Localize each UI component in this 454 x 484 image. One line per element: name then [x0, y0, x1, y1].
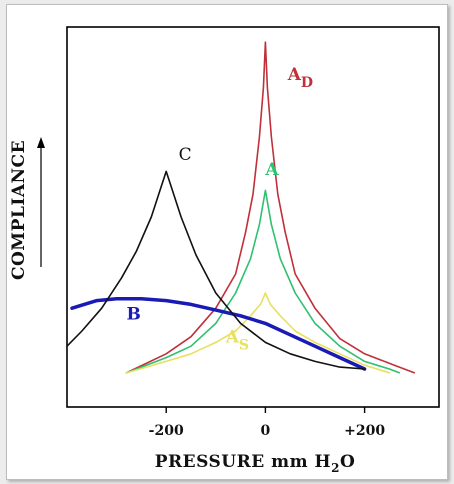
x-axis-title-subscript: 2 — [331, 461, 340, 475]
series-labels: AD A AS B C — [127, 65, 314, 353]
y-axis-arrow-icon — [37, 137, 45, 267]
chart-frame: -200 0 +200 AD A AS B C PRESSURE mm H2O COMPLI… — [6, 4, 448, 480]
series-layer — [66, 41, 416, 374]
series-line-a — [125, 189, 401, 374]
x-ticks: -200 0 +200 — [149, 407, 385, 439]
series-line-b — [70, 296, 367, 371]
x-axis-title-tail: O — [340, 452, 355, 472]
x-axis-title: PRESSURE mm H2O — [155, 452, 356, 475]
series-label-ad: AD — [287, 65, 313, 91]
plot-area — [66, 26, 440, 408]
compliance-chart: -200 0 +200 AD A AS B C PRESSURE mm H2O COMPLI… — [9, 26, 440, 475]
series-label-as: AS — [225, 327, 249, 353]
series-label-b: B — [127, 305, 141, 325]
series-line-ad — [125, 41, 416, 374]
x-tick-label: -200 — [149, 423, 184, 439]
y-axis-title: COMPLIANCE — [9, 140, 29, 280]
series-label-a: A — [264, 160, 279, 180]
x-tick-label: +200 — [344, 423, 385, 439]
x-tick-label: 0 — [261, 423, 271, 439]
series-label-c: C — [179, 145, 192, 165]
x-axis-title-main: PRESSURE mm H — [155, 452, 331, 472]
series-line-c — [66, 170, 366, 370]
series-line-as — [125, 292, 391, 374]
